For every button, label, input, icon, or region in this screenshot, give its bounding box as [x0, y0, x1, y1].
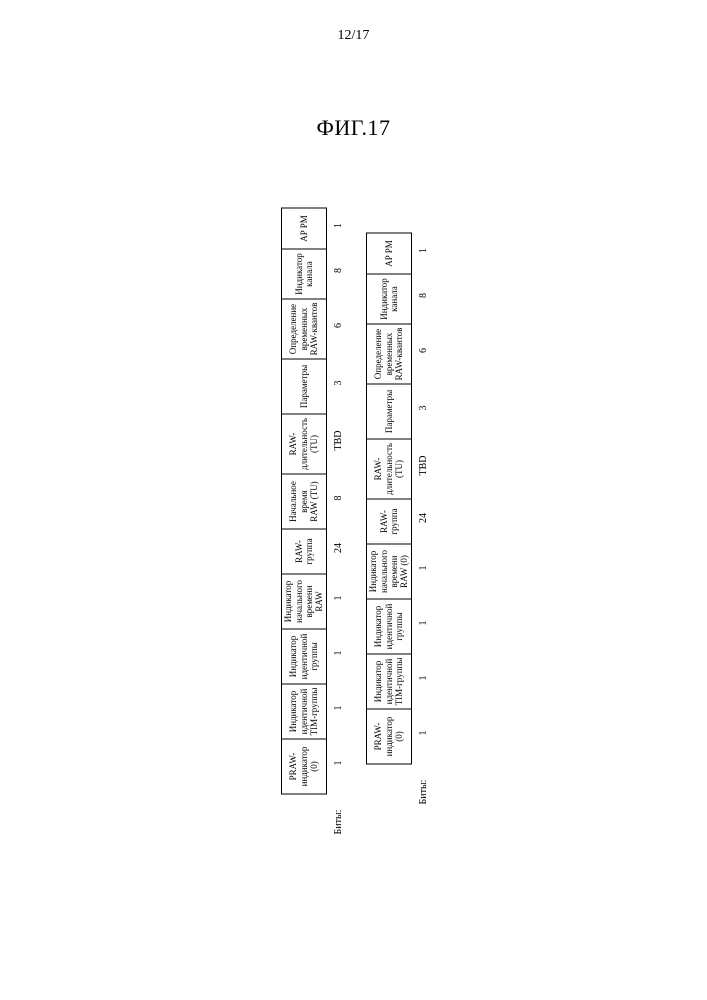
field-cell: Индикаторидентичнойгруппы — [282, 629, 326, 684]
bits-value: TBD — [418, 436, 429, 496]
field-cell: AP PM — [282, 209, 326, 249]
field-cell: НачальноевремяRAW (TU) — [282, 474, 326, 529]
field-cell: ИндикаторидентичнойTIM-группы — [282, 684, 326, 739]
page-number: 12/17 — [0, 28, 707, 44]
bits-value: 24 — [333, 526, 344, 571]
field-cell: ИндикаторидентичнойTIM-группы — [367, 654, 411, 709]
bits-value: 1 — [333, 626, 344, 681]
field-cell: PRAW-индикатор(0) — [367, 709, 411, 764]
bits-values-1: 1111248TBD3681 — [333, 206, 344, 791]
field-cell: Индикаторканала — [282, 249, 326, 299]
bits-value: TBD — [333, 411, 344, 471]
frame-strip-1: PRAW-индикатор(0)ИндикаторидентичнойTIM-… — [281, 206, 344, 795]
bits-row-2: Биты: 111124TBD3681 — [418, 231, 429, 765]
bits-row-1: Биты: 1111248TBD3681 — [333, 206, 344, 795]
bits-value: 6 — [418, 321, 429, 381]
bits-value: 1 — [418, 706, 429, 761]
bits-value: 1 — [333, 571, 344, 626]
field-cell: Параметры — [282, 359, 326, 414]
field-cell: PRAW-индикатор(0) — [282, 739, 326, 794]
bits-value: 1 — [418, 651, 429, 706]
bits-value: 3 — [333, 356, 344, 411]
diagram-container: PRAW-индикатор(0)ИндикаторидентичнойTIM-… — [259, 206, 451, 795]
bits-value: 1 — [418, 231, 429, 271]
bits-value: 6 — [333, 296, 344, 356]
field-cell: Индикаторидентичнойгруппы — [367, 599, 411, 654]
field-cell: Индикаторканала — [367, 274, 411, 324]
bits-value: 1 — [418, 596, 429, 651]
frame-strip-2: PRAW-индикатор(0)ИндикаторидентичнойTIM-… — [366, 206, 429, 765]
field-cell: RAW-группа — [282, 529, 326, 574]
figure-title: ФИГ.17 — [0, 115, 707, 141]
bits-value: 1 — [418, 541, 429, 596]
field-cell: ОпределениевременныхRAW-квантов — [282, 299, 326, 359]
bits-value: 1 — [333, 206, 344, 246]
field-row-2: PRAW-индикатор(0)ИндикаторидентичнойTIM-… — [366, 233, 412, 765]
field-cell: ОпределениевременныхRAW-квантов — [367, 324, 411, 384]
bits-value: 24 — [418, 496, 429, 541]
field-cell: AP PM — [367, 234, 411, 274]
bits-value: 1 — [333, 736, 344, 791]
field-cell: RAW-длительность(TU) — [282, 414, 326, 474]
field-cell: ИндикаторначальноговремениRAW — [282, 574, 326, 629]
bits-value: 3 — [418, 381, 429, 436]
field-cell: Параметры — [367, 384, 411, 439]
bits-label-1: Биты: — [333, 791, 344, 835]
bits-label-2: Биты: — [418, 761, 429, 805]
field-row-1: PRAW-индикатор(0)ИндикаторидентичнойTIM-… — [281, 208, 327, 795]
bits-value: 8 — [333, 471, 344, 526]
bits-value: 1 — [333, 681, 344, 736]
bits-values-2: 111124TBD3681 — [418, 231, 429, 761]
field-cell: RAW-длительность(TU) — [367, 439, 411, 499]
bits-value: 8 — [333, 246, 344, 296]
field-cell: ИндикаторначальноговремениRAW (0) — [367, 544, 411, 599]
field-cell: RAW-группа — [367, 499, 411, 544]
bits-value: 8 — [418, 271, 429, 321]
